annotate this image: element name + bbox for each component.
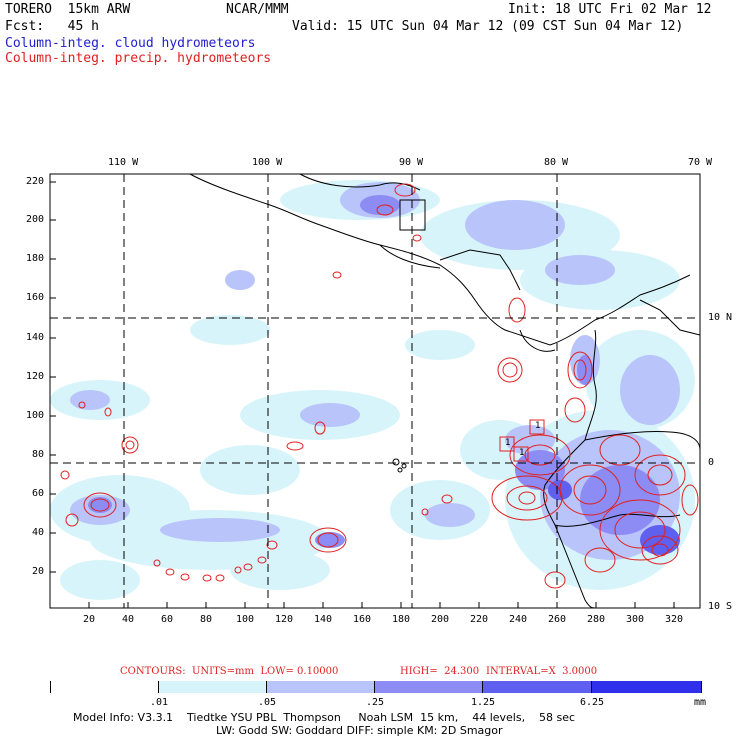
map-frame xyxy=(49,173,701,609)
model-info: Model Info: V3.3.1 Tiedtke YSU PBL Thomp… xyxy=(73,711,576,724)
x-tick-label: 60 xyxy=(161,614,174,625)
colorbar-unit: mm xyxy=(694,697,707,708)
lat-label-0: 0 xyxy=(708,457,715,468)
contour-label: 1 xyxy=(535,421,541,431)
lat-label-10s: 10 S xyxy=(708,601,733,612)
contour-high: HIGH= 24.300 xyxy=(400,666,480,677)
axis-ticks xyxy=(50,181,675,608)
x-tick-label: 120 xyxy=(275,614,294,625)
lon-label-100w: 100 W xyxy=(252,157,283,168)
colorbar-swatch xyxy=(483,681,592,693)
y-tick-label: 160 xyxy=(26,292,45,303)
colorbar-swatch xyxy=(159,681,267,693)
x-tick-label: 200 xyxy=(431,614,450,625)
x-tick-label: 160 xyxy=(353,614,372,625)
graticule xyxy=(50,174,700,608)
model-title: TORERO 15km ARW xyxy=(5,2,131,17)
contour-info: CONTOURS: UNITS=mm LOW= 0.10000 xyxy=(120,666,339,677)
colorbar-swatch xyxy=(592,681,701,693)
colorbar-label: .05 xyxy=(257,697,277,708)
model-physics: LW: Godd SW: Goddard DIFF: simple KM: 2D… xyxy=(216,724,503,737)
lon-label-80w: 80 W xyxy=(544,157,569,168)
y-tick-label: 200 xyxy=(26,214,45,225)
init-time: Init: 18 UTC Fri 02 Mar 12 xyxy=(508,2,712,17)
colorbar-swatch xyxy=(267,681,375,693)
contour-interval: INTERVAL=X 3.0000 xyxy=(486,666,598,677)
x-tick-label: 320 xyxy=(665,614,684,625)
x-tick-label: 80 xyxy=(200,614,213,625)
x-tick-label: 220 xyxy=(470,614,489,625)
x-tick-label: 240 xyxy=(509,614,528,625)
colorbar-label: 1.25 xyxy=(470,697,496,708)
colorbar-swatch xyxy=(375,681,483,693)
legend-cloud: Column-integ. cloud hydrometeors xyxy=(5,36,256,51)
y-tick-label: 20 xyxy=(32,566,45,577)
y-tick-label: 80 xyxy=(32,449,45,460)
legend-precip: Column-integ. precip. hydrometeors xyxy=(5,51,272,66)
precip-contours xyxy=(60,183,699,589)
x-tick-label: 140 xyxy=(314,614,333,625)
org-label: NCAR/MMM xyxy=(226,2,289,17)
contour-label: 1 xyxy=(519,448,525,458)
colorbar-label: .25 xyxy=(365,697,385,708)
y-tick-label: 180 xyxy=(26,253,45,264)
lon-label-110w: 110 W xyxy=(108,157,139,168)
lat-label-10n: 10 N xyxy=(708,312,733,323)
y-tick-label: 120 xyxy=(26,371,45,382)
cloud-field xyxy=(50,180,695,600)
forecast-hour: Fcst: 45 h xyxy=(5,19,99,34)
y-tick-label: 100 xyxy=(26,410,45,421)
y-tick-label: 60 xyxy=(32,488,45,499)
valid-time: Valid: 15 UTC Sun 04 Mar 12 (09 CST Sun … xyxy=(292,19,684,34)
contour-label: 1 xyxy=(505,438,511,448)
lon-label-90w: 90 W xyxy=(399,157,424,168)
x-tick-label: 280 xyxy=(587,614,606,625)
colorbar-swatch xyxy=(51,681,159,693)
y-tick-label: 40 xyxy=(32,527,45,538)
x-tick-label: 180 xyxy=(392,614,411,625)
y-tick-label: 220 xyxy=(26,176,45,187)
lon-label-70w: 70 W xyxy=(688,157,713,168)
x-tick-label: 300 xyxy=(626,614,645,625)
galapagos-islands xyxy=(392,458,407,473)
x-tick-label: 100 xyxy=(236,614,255,625)
x-tick-label: 40 xyxy=(122,614,135,625)
colorbar-label: .01 xyxy=(149,697,169,708)
y-tick-label: 140 xyxy=(26,332,45,343)
x-tick-label: 260 xyxy=(548,614,567,625)
x-tick-label: 20 xyxy=(83,614,96,625)
colorbar-label: 6.25 xyxy=(579,697,605,708)
